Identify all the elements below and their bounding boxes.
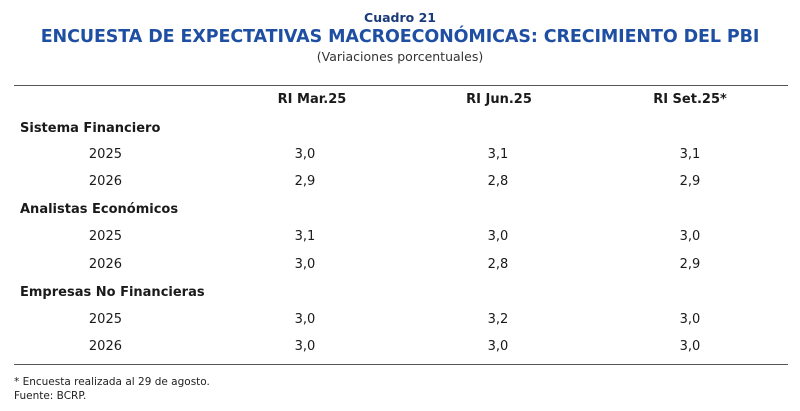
- table-row: 2025 3,0 3,2 3,0: [0, 312, 800, 332]
- table-row: 2025 3,0 3,1 3,1: [0, 147, 800, 167]
- year-label: 2026: [88, 339, 122, 354]
- table-row: 2026 3,0 2,8 2,9: [0, 257, 800, 277]
- value-cell: 3,0: [679, 229, 701, 244]
- table-row: 2026 2,9 2,8 2,9: [0, 174, 800, 194]
- value-cell: 3,1: [294, 229, 316, 244]
- value-cell: 2,9: [294, 174, 316, 189]
- group-row-analistas-economicos: Analistas Económicos: [0, 202, 800, 222]
- top-rule: [14, 85, 788, 86]
- value-cell: 2,8: [487, 174, 509, 189]
- table-caption: Cuadro 21: [364, 10, 436, 25]
- group-row-sistema-financiero: Sistema Financiero: [0, 121, 800, 141]
- value-cell: 2,9: [679, 257, 701, 272]
- table-row: 2025 3,1 3,0 3,0: [0, 229, 800, 249]
- bottom-rule: [14, 364, 788, 365]
- group-row-empresas-no-financieras: Empresas No Financieras: [0, 285, 800, 305]
- table-subtitle: (Variaciones porcentuales): [316, 49, 484, 64]
- column-header-ri-mar25: RI Mar.25: [277, 92, 347, 107]
- value-cell: 3,0: [294, 147, 316, 162]
- value-cell: 3,0: [679, 312, 701, 327]
- year-label: 2025: [88, 229, 122, 244]
- group-label: Analistas Económicos: [20, 202, 179, 217]
- year-label: 2025: [88, 147, 122, 162]
- value-cell: 2,9: [679, 174, 701, 189]
- column-header-ri-jun25: RI Jun.25: [466, 92, 532, 107]
- year-label: 2026: [88, 174, 122, 189]
- value-cell: 3,0: [294, 257, 316, 272]
- year-label: 2026: [88, 257, 122, 272]
- value-cell: 3,0: [679, 339, 701, 354]
- value-cell: 3,1: [679, 147, 701, 162]
- footnote: * Encuesta realizada al 29 de agosto.: [14, 376, 210, 388]
- group-label: Sistema Financiero: [20, 121, 161, 136]
- value-cell: 3,2: [487, 312, 509, 327]
- source-note: Fuente: BCRP.: [14, 390, 87, 402]
- value-cell: 3,0: [487, 229, 509, 244]
- value-cell: 2,8: [487, 257, 509, 272]
- table-row: 2026 3,0 3,0 3,0: [0, 339, 800, 359]
- group-label: Empresas No Financieras: [20, 285, 205, 300]
- value-cell: 3,0: [294, 339, 316, 354]
- column-header-ri-set25: RI Set.25*: [653, 92, 727, 107]
- year-label: 2025: [88, 312, 122, 327]
- value-cell: 3,0: [487, 339, 509, 354]
- value-cell: 3,0: [294, 312, 316, 327]
- value-cell: 3,1: [487, 147, 509, 162]
- table-title: ENCUESTA DE EXPECTATIVAS MACROECONÓMICAS…: [40, 27, 760, 47]
